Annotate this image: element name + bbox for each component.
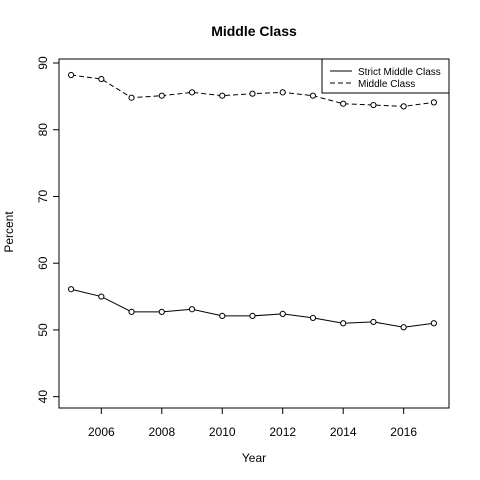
data-point-middle-class [249, 90, 256, 97]
series-layer [67, 71, 437, 331]
data-point-strict-middle-class [430, 320, 437, 327]
data-point-middle-class [279, 89, 286, 96]
data-point-middle-class [67, 71, 75, 79]
data-point-middle-class [309, 92, 317, 99]
legend-label-strict-middle-class: Strict Middle Class [358, 67, 441, 78]
data-point-middle-class [430, 99, 437, 106]
x-tick-label: 2016 [390, 425, 417, 439]
y-tick-label: 90 [36, 56, 50, 70]
y-tick-label: 70 [36, 189, 50, 203]
data-point-strict-middle-class [158, 308, 165, 316]
chart-title: Middle Class [211, 23, 297, 39]
legend: Strict Middle Class Middle Class [321, 58, 450, 94]
data-point-strict-middle-class [400, 324, 407, 331]
data-point-middle-class [219, 92, 226, 99]
data-point-middle-class [158, 92, 165, 99]
x-axis: 2006 2008 2010 2012 2014 2016 [88, 408, 417, 439]
y-tick-label: 80 [36, 123, 50, 137]
x-axis-label: Year [242, 451, 266, 465]
data-point-middle-class [340, 100, 347, 107]
x-tick-label: 2006 [88, 425, 115, 439]
data-point-strict-middle-class [219, 312, 226, 320]
y-tick-label: 40 [36, 390, 50, 404]
data-point-strict-middle-class [370, 318, 377, 326]
legend-box [321, 58, 450, 94]
data-point-strict-middle-class [340, 320, 347, 327]
legend-label-middle-class: Middle Class [358, 79, 415, 90]
data-point-strict-middle-class [279, 310, 286, 318]
y-axis-label: Percent [2, 211, 16, 253]
data-point-middle-class [128, 94, 135, 101]
y-axis: 40 50 60 70 80 90 [36, 56, 59, 403]
data-point-strict-middle-class [249, 312, 256, 320]
y-tick-label: 50 [36, 323, 50, 337]
data-point-middle-class [98, 75, 105, 83]
data-point-strict-middle-class [309, 314, 317, 322]
x-tick-label: 2010 [209, 425, 236, 439]
data-point-middle-class [370, 101, 377, 109]
data-point-strict-middle-class [67, 286, 75, 293]
data-point-middle-class [188, 89, 196, 96]
x-tick-label: 2012 [269, 425, 296, 439]
y-tick-label: 60 [36, 256, 50, 270]
plot-frame [58, 58, 450, 409]
data-point-strict-middle-class [128, 308, 135, 316]
x-tick-label: 2014 [330, 425, 357, 439]
data-point-strict-middle-class [188, 306, 196, 313]
data-point-strict-middle-class [98, 293, 105, 300]
data-point-middle-class [400, 103, 407, 110]
x-tick-label: 2008 [148, 425, 175, 439]
